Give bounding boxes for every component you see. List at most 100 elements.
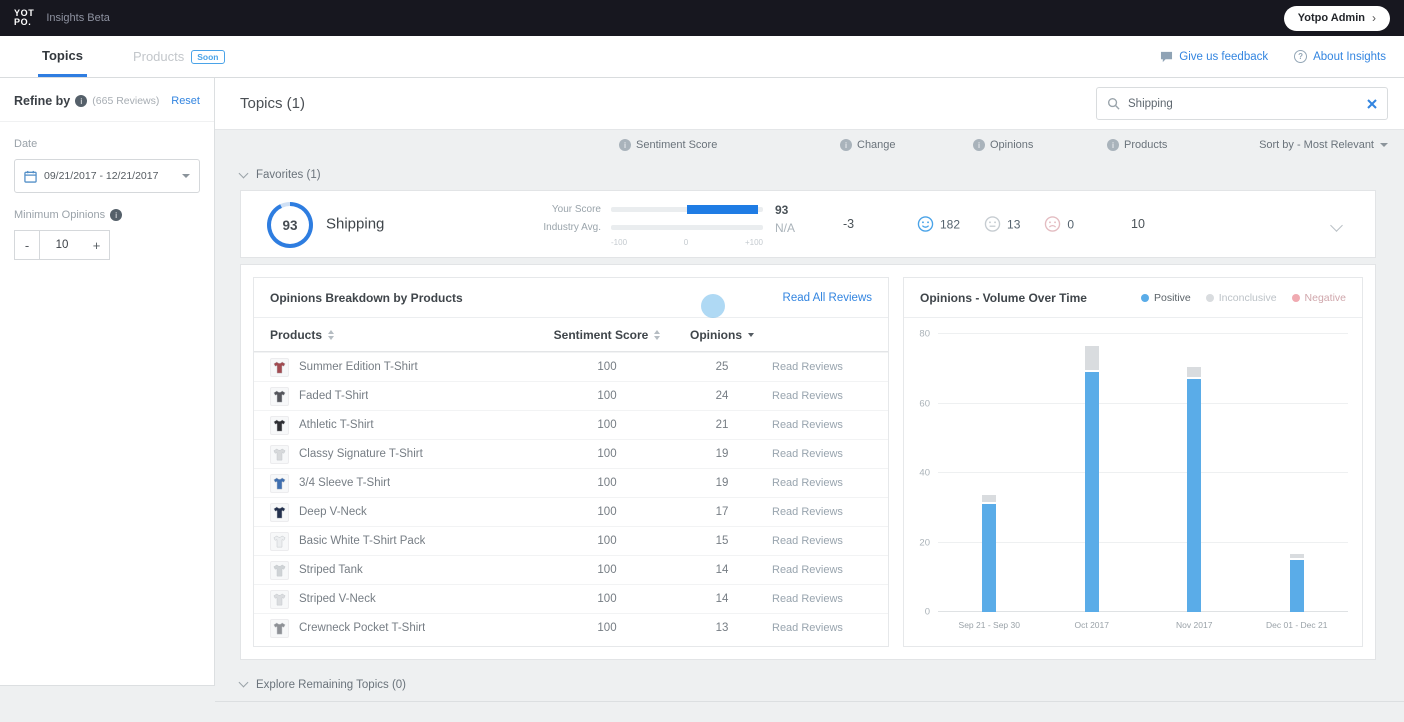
collapse-topic-chevron-icon[interactable] bbox=[1330, 219, 1343, 232]
table-row: Crewneck Pocket T-Shirt 100 13 Read Revi… bbox=[254, 613, 888, 642]
header-sentiment-score[interactable]: Sentiment Score bbox=[532, 328, 682, 342]
neutral-smiley-icon bbox=[984, 216, 1001, 233]
legend-item-negative[interactable]: Negative bbox=[1292, 292, 1346, 304]
chevron-down-icon bbox=[239, 168, 249, 178]
column-opinions-label: Opinions bbox=[990, 139, 1033, 151]
table-row: Faded T-Shirt 100 24 Read Reviews bbox=[254, 381, 888, 410]
bar-segment-inconclusive bbox=[982, 495, 996, 502]
score-comparison-slider: Your Score 93 Industry Avg. N/A -100 0 +… bbox=[529, 202, 813, 247]
product-thumbnail bbox=[270, 590, 289, 609]
give-feedback-link[interactable]: Give us feedback bbox=[1160, 51, 1268, 63]
bar-group[interactable] bbox=[938, 334, 1041, 612]
sort-dropdown[interactable]: Sort by - Most Relevant bbox=[1259, 139, 1388, 151]
clear-search-button[interactable] bbox=[1367, 99, 1377, 109]
read-reviews-link[interactable]: Read Reviews bbox=[772, 448, 843, 460]
speech-bubble-icon bbox=[1160, 51, 1173, 63]
opinion-counts: 182 13 0 bbox=[917, 216, 1074, 233]
info-icon[interactable] bbox=[840, 139, 852, 151]
bar-group[interactable] bbox=[1143, 334, 1246, 612]
scale-max: +100 bbox=[745, 238, 763, 247]
info-icon[interactable] bbox=[1107, 139, 1119, 151]
logo-line-2: PO. bbox=[14, 18, 34, 27]
industry-avg-value: N/A bbox=[775, 221, 813, 235]
bar-stack bbox=[982, 334, 996, 612]
tab-topics[interactable]: Topics bbox=[38, 36, 87, 77]
calendar-icon bbox=[24, 170, 37, 183]
header-products[interactable]: Products bbox=[270, 328, 532, 342]
tab-products[interactable]: Products Soon bbox=[129, 36, 229, 77]
product-sentiment-score: 100 bbox=[532, 419, 682, 431]
bar-group[interactable] bbox=[1246, 334, 1349, 612]
column-opinions: Opinions bbox=[973, 139, 1033, 151]
read-all-reviews-link[interactable]: Read All Reviews bbox=[783, 292, 872, 304]
app-title: Insights Beta bbox=[46, 12, 110, 24]
table-row: Summer Edition T-Shirt 100 25 Read Revie… bbox=[254, 352, 888, 381]
negative-count: 0 bbox=[1067, 217, 1074, 231]
read-reviews-link[interactable]: Read Reviews bbox=[772, 477, 843, 489]
info-icon[interactable] bbox=[973, 139, 985, 151]
x-tick-label: Sep 21 - Sep 30 bbox=[938, 620, 1041, 630]
product-sentiment-score: 100 bbox=[532, 535, 682, 547]
bar-segment-inconclusive bbox=[1187, 367, 1201, 377]
read-reviews-link[interactable]: Read Reviews bbox=[772, 419, 843, 431]
chevron-down-icon bbox=[239, 678, 249, 688]
stepper-decrease-button[interactable]: - bbox=[14, 230, 40, 260]
column-change-label: Change bbox=[857, 139, 896, 151]
bar-group[interactable] bbox=[1041, 334, 1144, 612]
product-thumbnail bbox=[270, 503, 289, 522]
volume-over-time-card: Opinions - Volume Over Time Positive Inco… bbox=[903, 277, 1363, 647]
sentiment-score-ring: 93 bbox=[267, 202, 313, 248]
explore-topics-toggle[interactable]: Explore Remaining Topics (0) bbox=[215, 668, 1404, 702]
tab-bar: Topics Products Soon Give us feedback Ab… bbox=[0, 36, 1404, 78]
info-icon[interactable] bbox=[619, 139, 631, 151]
chart-y-axis: 020406080 bbox=[912, 334, 938, 612]
table-row: Striped V-Neck 100 14 Read Reviews bbox=[254, 584, 888, 613]
chart-plot bbox=[938, 334, 1348, 612]
product-sentiment-score: 100 bbox=[532, 564, 682, 576]
chevron-right-icon: › bbox=[1372, 11, 1376, 25]
stepper-increase-button[interactable]: + bbox=[84, 230, 110, 260]
reset-link[interactable]: Reset bbox=[171, 95, 200, 107]
legend-dot-icon bbox=[1292, 294, 1300, 302]
y-tick-label: 20 bbox=[919, 537, 930, 548]
read-reviews-link[interactable]: Read Reviews bbox=[772, 361, 843, 373]
read-reviews-link[interactable]: Read Reviews bbox=[772, 535, 843, 547]
yotpo-logo[interactable]: YOT PO. bbox=[14, 9, 34, 27]
product-opinions-count: 21 bbox=[682, 419, 762, 431]
question-mark-icon bbox=[1294, 50, 1307, 63]
read-reviews-link[interactable]: Read Reviews bbox=[772, 622, 843, 634]
negative-smiley-icon bbox=[1044, 216, 1061, 233]
header-opinions[interactable]: Opinions bbox=[682, 328, 762, 342]
tshirt-icon bbox=[272, 563, 287, 578]
page-title: Topics (1) bbox=[240, 95, 305, 112]
info-icon[interactable] bbox=[75, 95, 87, 107]
product-thumbnail bbox=[270, 416, 289, 435]
favorites-section-toggle[interactable]: Favorites (1) bbox=[215, 160, 1404, 190]
topic-search-box bbox=[1096, 87, 1388, 120]
table-row: Deep V-Neck 100 17 Read Reviews bbox=[254, 497, 888, 526]
about-insights-link[interactable]: About Insights bbox=[1294, 50, 1386, 63]
admin-menu-button[interactable]: Yotpo Admin › bbox=[1284, 6, 1390, 31]
read-reviews-link[interactable]: Read Reviews bbox=[772, 564, 843, 576]
read-reviews-link[interactable]: Read Reviews bbox=[772, 593, 843, 605]
info-icon[interactable] bbox=[110, 209, 122, 221]
legend-label: Positive bbox=[1154, 292, 1191, 304]
product-thumbnail bbox=[270, 619, 289, 638]
legend-item-positive[interactable]: Positive bbox=[1141, 292, 1191, 304]
bar-segment-inconclusive bbox=[1085, 346, 1099, 370]
about-insights-label: About Insights bbox=[1313, 51, 1386, 63]
product-thumbnail bbox=[270, 532, 289, 551]
give-feedback-label: Give us feedback bbox=[1179, 51, 1268, 63]
chart-title: Opinions - Volume Over Time bbox=[920, 291, 1087, 305]
chart-legend: Positive Inconclusive Negative bbox=[1141, 292, 1346, 304]
legend-dot-icon bbox=[1141, 294, 1149, 302]
column-products-label: Products bbox=[1124, 139, 1167, 151]
search-input[interactable] bbox=[1128, 98, 1359, 110]
date-range-picker[interactable]: 09/21/2017 - 12/21/2017 bbox=[14, 159, 200, 193]
legend-item-inconclusive[interactable]: Inconclusive bbox=[1206, 292, 1277, 304]
read-reviews-link[interactable]: Read Reviews bbox=[772, 390, 843, 402]
tshirt-icon bbox=[272, 476, 287, 491]
product-sentiment-score: 100 bbox=[532, 622, 682, 634]
header-opinions-label: Opinions bbox=[690, 328, 742, 342]
read-reviews-link[interactable]: Read Reviews bbox=[772, 506, 843, 518]
